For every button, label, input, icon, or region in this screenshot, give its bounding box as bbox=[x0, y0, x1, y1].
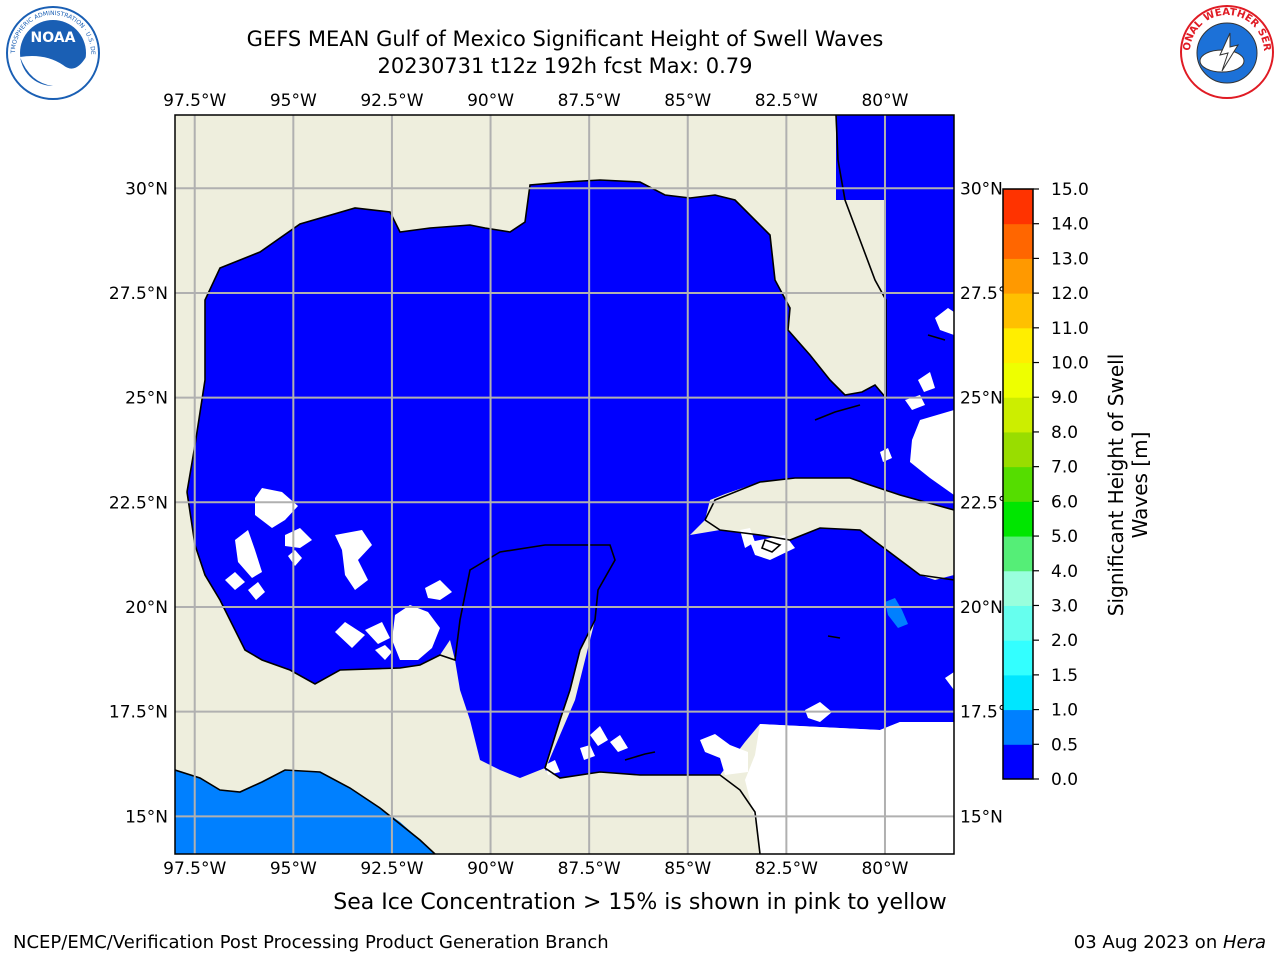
caribbean-water bbox=[545, 528, 954, 778]
lon-label-bottom: 80°W bbox=[861, 859, 908, 879]
coastlines bbox=[175, 115, 954, 854]
colorbar-tick-label: 5.0 bbox=[1051, 527, 1078, 547]
colorbar-segment bbox=[1003, 223, 1033, 259]
colorbar-segment bbox=[1003, 674, 1033, 711]
colorbar-segment bbox=[1003, 709, 1033, 745]
svg-text:NOAA: NOAA bbox=[31, 30, 76, 46]
swell-0-5-region-pacific bbox=[175, 770, 435, 854]
colorbar-segment bbox=[1003, 640, 1033, 676]
colorbar-tick-label: 0.0 bbox=[1051, 770, 1078, 790]
colorbar-segment bbox=[1003, 744, 1033, 780]
colorbar-segment bbox=[1003, 362, 1033, 398]
colorbar: 0.0 0.5 1.0 1.5 2.0 3.0 4.0 5.0 6.0 7.0 8.0 9.0 10.0… bbox=[1002, 180, 1152, 790]
lat-label-left: 15°N bbox=[125, 807, 168, 827]
lat-label-left: 22.5°N bbox=[109, 493, 168, 513]
colorbar-tick-label: 6.0 bbox=[1051, 492, 1078, 512]
colorbar-segment bbox=[1003, 466, 1033, 502]
lat-label-right: 30°N bbox=[960, 179, 1003, 199]
lon-label-bottom: 82.5°W bbox=[755, 859, 818, 879]
lon-label-top: 85°W bbox=[664, 91, 711, 111]
colorbar-tick-label: 1.0 bbox=[1051, 701, 1078, 721]
colorbar-tick-label: 3.0 bbox=[1051, 596, 1078, 616]
colorbar-tick-label: 15.0 bbox=[1051, 180, 1089, 200]
colorbar-segment bbox=[1003, 293, 1033, 329]
colorbar-segment bbox=[1003, 397, 1033, 433]
lat-label-right: 20°N bbox=[960, 598, 1003, 618]
map-frame bbox=[174, 114, 955, 855]
lon-label-bottom: 92.5°W bbox=[360, 859, 423, 879]
colorbar-segment bbox=[1003, 189, 1033, 225]
lat-label-left: 25°N bbox=[125, 389, 168, 409]
lon-label-top: 95°W bbox=[270, 91, 317, 111]
lon-label-top: 97.5°W bbox=[163, 91, 226, 111]
colorbar-segment bbox=[1003, 431, 1033, 468]
lon-label-top: 90°W bbox=[467, 91, 514, 111]
map-title: GEFS MEAN Gulf of Mexico Significant Hei… bbox=[246, 27, 884, 51]
colorbar-tick-label: 0.5 bbox=[1051, 735, 1078, 755]
colorbar-tick-label: 1.5 bbox=[1051, 666, 1078, 686]
nws-logo: NATIONAL WEATHER SERVICE bbox=[1178, 3, 1274, 99]
lon-label-top: 87.5°W bbox=[558, 91, 621, 111]
gridlines bbox=[175, 115, 954, 854]
colorbar-tick-label: 13.0 bbox=[1051, 249, 1089, 269]
lon-label-bottom: 90°W bbox=[467, 859, 514, 879]
lon-label-top: 82.5°W bbox=[755, 91, 818, 111]
render-date: 03 Aug 2023 on Hera bbox=[1074, 932, 1266, 953]
colorbar-tick-label: 11.0 bbox=[1051, 319, 1089, 339]
colorbar-tick-label: 7.0 bbox=[1051, 458, 1078, 478]
lon-label-bottom: 87.5°W bbox=[558, 859, 621, 879]
lat-label-left: 30°N bbox=[125, 179, 168, 199]
host-name: Hera bbox=[1222, 932, 1266, 953]
lat-label-left: 27.5°N bbox=[109, 284, 168, 304]
colorbar-tick-label: 12.0 bbox=[1051, 284, 1089, 304]
lat-label-left: 17.5°N bbox=[109, 703, 168, 723]
lon-label-bottom: 95°W bbox=[270, 859, 317, 879]
no-data-patches bbox=[225, 308, 954, 854]
lon-label-top: 92.5°W bbox=[360, 91, 423, 111]
render-date-text: 03 Aug 2023 on bbox=[1073, 932, 1223, 953]
sea-ice-note: Sea Ice Concentration > 15% is shown in … bbox=[333, 890, 947, 915]
colorbar-tick-label: 2.0 bbox=[1051, 631, 1078, 651]
producer-credit: NCEP/EMC/Verification Post Processing Pr… bbox=[13, 932, 609, 953]
colorbar-tick-label: 14.0 bbox=[1051, 215, 1089, 235]
lon-label-bottom: 97.5°W bbox=[163, 859, 226, 879]
colorbar-tick-label: 10.0 bbox=[1051, 354, 1089, 374]
colorbar-label-line: Waves [m] bbox=[1128, 432, 1152, 539]
colorbar-segment bbox=[1003, 605, 1033, 641]
colorbar-tick-label: 9.0 bbox=[1051, 388, 1078, 408]
colorbar-frame bbox=[1002, 188, 1034, 780]
lat-label-right: 15°N bbox=[960, 807, 1003, 827]
gulf-water bbox=[187, 115, 954, 778]
colorbar-segment bbox=[1003, 258, 1033, 294]
lat-label-left: 20°N bbox=[125, 598, 168, 618]
colorbar-tick-label: 8.0 bbox=[1051, 423, 1078, 443]
lon-label-top: 80°W bbox=[861, 91, 908, 111]
colorbar-label-line: Significant Height of Swell bbox=[1104, 354, 1128, 616]
colorbar-tick-label: 4.0 bbox=[1051, 562, 1078, 582]
forecast-subtitle: 20230731 t12z 192h fcst Max: 0.79 bbox=[377, 54, 753, 78]
atlantic-water bbox=[836, 115, 954, 510]
colorbar-segment bbox=[1003, 501, 1033, 537]
colorbar-segment bbox=[1003, 570, 1033, 606]
swell-0-5-region-caribbean bbox=[885, 598, 908, 628]
colorbar-segment bbox=[1003, 536, 1033, 572]
lon-label-bottom: 85°W bbox=[664, 859, 711, 879]
lat-label-right: 25°N bbox=[960, 389, 1003, 409]
colorbar-label: Significant Height of Swell Waves [m] bbox=[1104, 354, 1152, 616]
colorbar-segment bbox=[1003, 327, 1033, 364]
